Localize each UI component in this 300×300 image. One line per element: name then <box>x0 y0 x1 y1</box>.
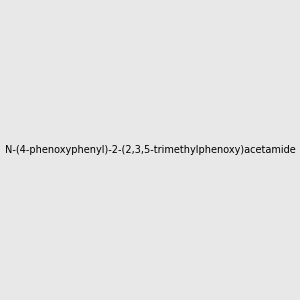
Text: N-(4-phenoxyphenyl)-2-(2,3,5-trimethylphenoxy)acetamide: N-(4-phenoxyphenyl)-2-(2,3,5-trimethylph… <box>4 145 296 155</box>
